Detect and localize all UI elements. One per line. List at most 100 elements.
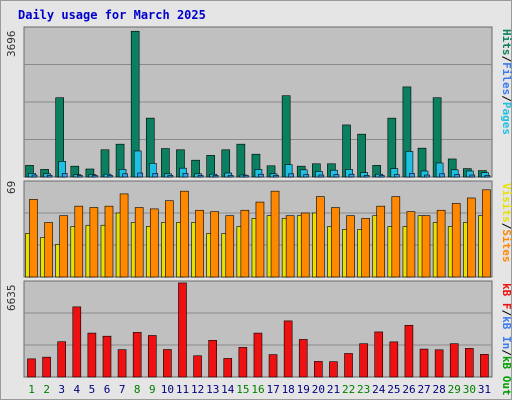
day-label: 9 — [149, 383, 156, 396]
kb-max-label: 6635 — [5, 285, 18, 312]
sites-bar — [210, 211, 219, 278]
legend-entry: Files — [500, 62, 512, 95]
sites-bar — [240, 209, 250, 278]
pages-bar — [197, 175, 204, 178]
kb-f-bar — [419, 348, 429, 378]
sites-bar — [119, 193, 129, 278]
day-label: 6 — [104, 383, 111, 396]
sites-bar — [59, 215, 68, 278]
day-label: 2 — [43, 383, 50, 396]
day-label: 15 — [236, 383, 249, 396]
sites-bar — [104, 205, 114, 278]
sites-bar — [451, 203, 461, 278]
kb-f-bar — [87, 332, 97, 378]
kb-f-bar — [434, 349, 444, 378]
day-label: 11 — [176, 383, 189, 396]
hits-bar — [357, 133, 366, 178]
legend-entry: / — [500, 223, 512, 230]
legend-entry: / — [500, 95, 512, 102]
day-label: 1 — [28, 383, 35, 396]
sites-bar — [346, 215, 355, 278]
day-label: 17 — [266, 383, 279, 396]
kb-f-bar — [480, 354, 489, 378]
hits-max-label: 3696 — [5, 31, 18, 58]
hits-bar — [161, 148, 170, 178]
pages-bar — [484, 175, 491, 178]
kb-f-bar — [268, 354, 278, 378]
day-label: 12 — [191, 383, 204, 396]
sites-bar — [300, 212, 310, 278]
kb-f-bar — [42, 356, 51, 378]
sites-bar — [316, 196, 325, 278]
sites-bar — [285, 215, 295, 278]
kb-f-bar — [404, 324, 414, 378]
pages-bar — [243, 175, 249, 178]
day-label: 21 — [327, 383, 340, 396]
sites-bar — [89, 207, 99, 278]
pages-bar — [212, 175, 219, 178]
pages-bar — [152, 173, 159, 178]
pages-bar — [258, 173, 264, 178]
sites-bar — [255, 201, 265, 278]
day-label: 18 — [282, 383, 295, 396]
pages-bar — [363, 175, 370, 178]
kb-f-bar — [449, 343, 459, 378]
chart-title: Daily usage for March 2025 — [18, 8, 206, 22]
kb-f-bar — [465, 348, 474, 378]
legend-entry: kB Out — [500, 356, 512, 396]
pages-bar — [454, 174, 461, 178]
top-legend: Hits/Files/Pages — [500, 29, 512, 135]
pages-bar — [273, 175, 279, 178]
pages-bar — [288, 173, 294, 178]
sites-bar — [44, 222, 53, 278]
kb-f-bar — [298, 339, 308, 378]
pages-bar — [348, 173, 355, 178]
day-label: 30 — [463, 383, 476, 396]
day-label: 10 — [161, 383, 174, 396]
legend-entry: / — [500, 56, 512, 63]
pages-bar — [107, 175, 113, 178]
kb-f-bar — [253, 332, 263, 378]
kb-f-bar — [163, 349, 172, 378]
kb-f-bar — [344, 353, 353, 378]
kb-f-bar — [283, 320, 293, 378]
day-label: 13 — [206, 383, 219, 396]
pages-bar — [227, 175, 234, 178]
legend-entry: Visits — [500, 183, 512, 223]
pages-bar — [92, 175, 98, 178]
pages-bar — [122, 173, 128, 178]
sites-bar — [331, 207, 340, 278]
sites-bar — [225, 215, 235, 278]
kb-f-bar — [193, 355, 202, 378]
sites-bar — [436, 209, 446, 278]
day-label: 14 — [221, 383, 235, 396]
pages-bar — [31, 174, 38, 178]
pages-bar — [409, 173, 415, 178]
day-label: 25 — [387, 383, 400, 396]
sites-bar — [421, 215, 431, 278]
kb-f-bar — [178, 282, 187, 378]
day-label: 31 — [478, 383, 491, 396]
sites-bar — [180, 190, 189, 278]
hits-bar — [206, 155, 215, 178]
kb-f-bar — [72, 306, 82, 378]
kb-f-bar — [374, 331, 384, 378]
legend-entry: Hits — [500, 29, 512, 56]
pages-bar — [46, 175, 53, 178]
visits-max-label: 69 — [5, 181, 18, 194]
hits-bar — [387, 117, 397, 178]
day-label: 16 — [251, 383, 264, 396]
legend-entry: Pages — [500, 102, 512, 135]
pages-bar — [378, 175, 385, 178]
bottom-legend: kB F/kB In/kB Out — [500, 283, 512, 396]
sites-bar — [482, 189, 491, 278]
kb-f-bar — [132, 332, 142, 378]
sites-bar — [195, 209, 204, 278]
pages-bar — [439, 173, 445, 178]
day-label: 24 — [372, 383, 386, 396]
kb-f-bar — [314, 361, 323, 378]
sites-bar — [149, 208, 159, 278]
pages-bar — [333, 174, 340, 178]
legend-entry: Sites — [500, 229, 512, 262]
